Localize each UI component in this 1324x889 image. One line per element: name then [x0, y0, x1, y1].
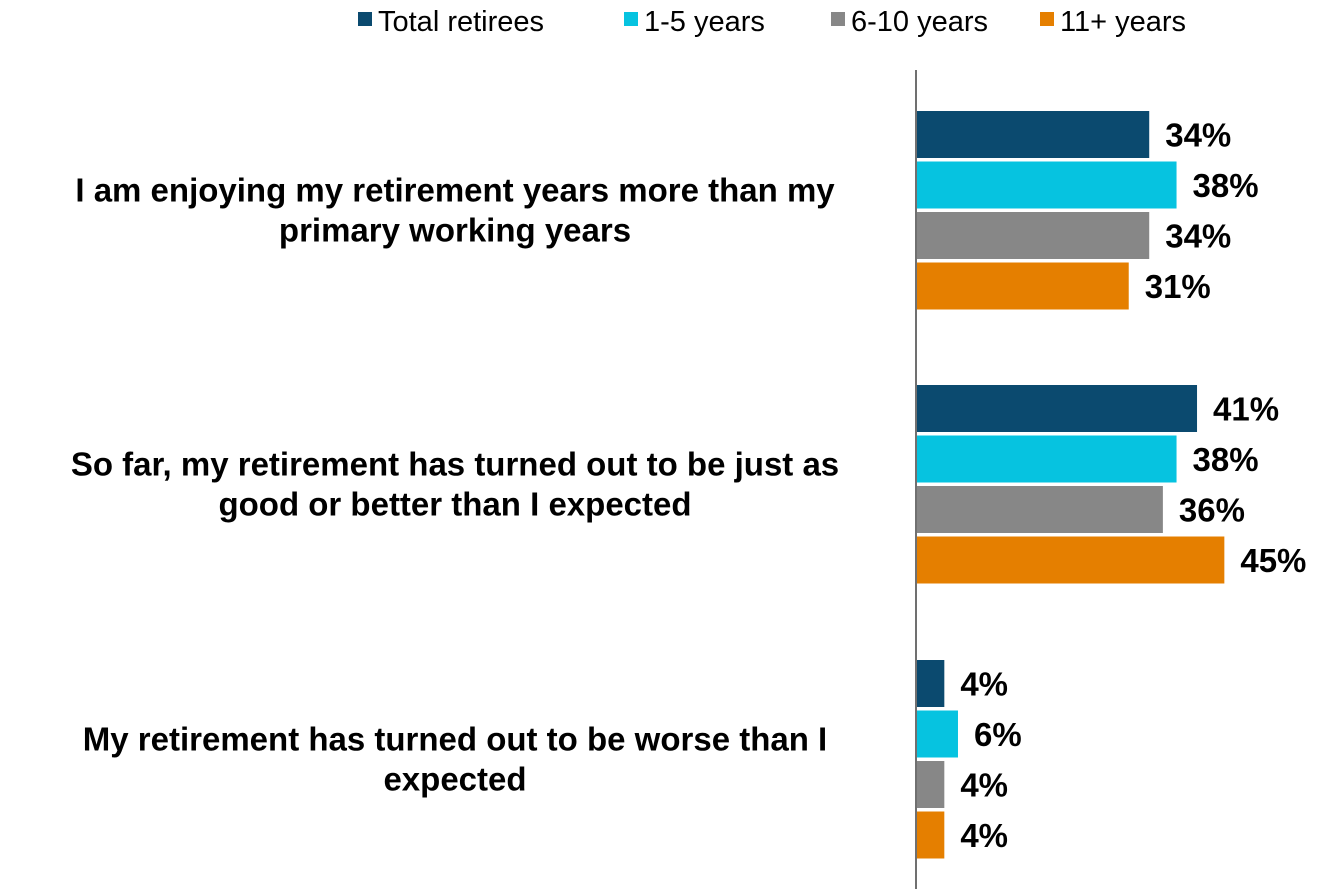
data-label: 31%	[1145, 268, 1211, 305]
legend: Total retirees 1-5 years 6-10 years 11+ yea…	[358, 6, 1186, 38]
legend-swatch	[624, 12, 638, 26]
data-label: 4%	[960, 666, 1008, 703]
category-labels: I am enjoying my retirement years more t…	[71, 171, 839, 797]
data-label: 4%	[960, 817, 1008, 854]
bar	[917, 111, 1150, 158]
bar	[917, 161, 1177, 209]
category-label: So far, my retirement has turned out to …	[71, 445, 839, 522]
legend-swatch	[1040, 12, 1054, 26]
data-label: 38%	[1193, 441, 1259, 478]
data-label: 41%	[1213, 391, 1279, 428]
bar	[917, 710, 958, 758]
legend-label: 11+ years	[1060, 6, 1186, 38]
bar	[917, 761, 945, 808]
bar	[917, 262, 1129, 310]
legend-swatch	[358, 12, 372, 26]
legend-swatch	[831, 12, 845, 26]
category-label: My retirement has turned out to be worse…	[83, 720, 827, 797]
value-labels: 34% 38% 34% 31% 41% 38% 36% 45% 4% 6% 4% 4%	[960, 117, 1306, 855]
bar	[917, 435, 1177, 483]
legend-label: 1-5 years	[644, 6, 765, 38]
legend-label: Total retirees	[378, 6, 544, 38]
data-label: 6%	[974, 716, 1022, 753]
data-label: 34%	[1165, 117, 1231, 154]
category-label: I am enjoying my retirement years more t…	[75, 171, 835, 248]
bar	[917, 486, 1163, 533]
data-label: 38%	[1193, 167, 1259, 204]
legend-label: 6-10 years	[851, 6, 988, 38]
data-label: 36%	[1179, 492, 1245, 529]
data-label: 45%	[1240, 542, 1306, 579]
data-label: 34%	[1165, 218, 1231, 255]
bar	[917, 212, 1150, 259]
bar	[917, 536, 1225, 584]
bar	[917, 660, 945, 707]
bars	[917, 111, 1225, 859]
bar	[917, 385, 1198, 432]
bar	[917, 811, 945, 859]
data-label: 4%	[960, 767, 1008, 804]
